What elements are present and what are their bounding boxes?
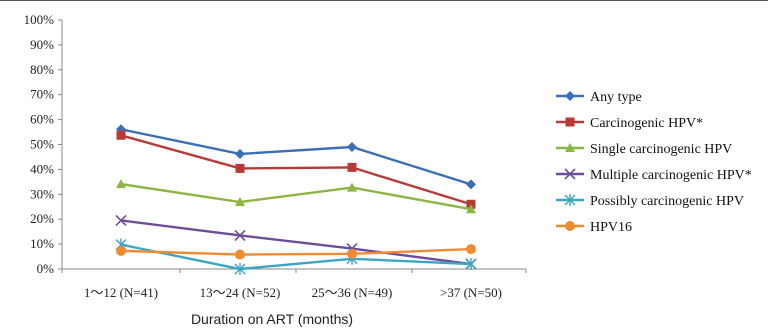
y-tick-label: 10% bbox=[30, 236, 54, 251]
y-tick-label: 100% bbox=[24, 12, 55, 27]
legend-item-hpv16: HPV16 bbox=[556, 220, 632, 235]
data-point-single-carcinogenic-hpv bbox=[116, 179, 126, 189]
series-line-carcinogenic-hpv bbox=[120, 134, 472, 206]
legend: Any type Carcinogenic HPV* Single carcinog… bbox=[556, 90, 752, 235]
legend-marker bbox=[564, 168, 576, 180]
legend-label: Multiple carcinogenic HPV* bbox=[590, 168, 752, 183]
data-point-single-carcinogenic-hpv bbox=[235, 197, 245, 207]
data-point-possibly-carcinogenic-hpv bbox=[465, 258, 477, 271]
x-tick-label: 13～24 (N=52) bbox=[200, 285, 281, 300]
data-point-carcinogenic-hpv bbox=[347, 162, 357, 172]
legend-item-multiple-carcinogenic-hpv: Multiple carcinogenic HPV* bbox=[556, 168, 752, 183]
data-point-any-type bbox=[235, 148, 245, 159]
series-line-multiple-carcinogenic-hpv bbox=[120, 219, 472, 266]
y-tick-label: 20% bbox=[30, 211, 54, 226]
legend-marker bbox=[564, 194, 576, 206]
x-tick-label: 1～12 (N=41) bbox=[84, 285, 158, 300]
legend-label: HPV16 bbox=[590, 220, 632, 235]
y-tick-labels: 0% 10% 20% 30% 40% 50% 60% 70% 80% 90% 100% bbox=[24, 12, 55, 276]
legend-marker bbox=[565, 143, 575, 152]
data-point-hpv16 bbox=[235, 249, 245, 260]
legend-label: Single carcinogenic HPV bbox=[590, 142, 732, 157]
x-tick-labels: 1～12 (N=41) 13～24 (N=52) 25～36 (N=49) >37 (… bbox=[84, 285, 502, 300]
legend-label: Carcinogenic HPV* bbox=[590, 116, 703, 131]
y-tick-label: 60% bbox=[30, 112, 54, 127]
axes bbox=[58, 19, 527, 273]
data-point-hpv16 bbox=[116, 245, 126, 256]
data-point-hpv16 bbox=[466, 244, 476, 255]
series-line-any-type bbox=[120, 128, 472, 186]
y-tick-label: 80% bbox=[30, 62, 54, 77]
data-point-multiple-carcinogenic-hpv bbox=[234, 229, 246, 241]
data-point-single-carcinogenic-hpv bbox=[466, 204, 476, 214]
data-point-carcinogenic-hpv bbox=[235, 163, 245, 173]
legend-marker bbox=[565, 91, 575, 101]
y-tick-label: 90% bbox=[30, 37, 54, 52]
legend-label: Any type bbox=[590, 90, 642, 105]
data-point-possibly-carcinogenic-hpv bbox=[234, 263, 246, 275]
x-tick-label: >37 (N=50) bbox=[440, 285, 502, 300]
legend-marker bbox=[565, 117, 575, 127]
data-point-carcinogenic-hpv bbox=[116, 130, 126, 140]
x-axis-label: Duration on ART (months) bbox=[191, 311, 353, 327]
legend-item-any-type: Any type bbox=[556, 90, 642, 105]
y-tick-label: 70% bbox=[30, 87, 54, 102]
data-point-hpv16 bbox=[347, 248, 357, 259]
legend-label: Possibly carcinogenic HPV bbox=[590, 194, 744, 209]
series-line-hpv16 bbox=[120, 247, 472, 256]
y-tick-label: 50% bbox=[30, 137, 54, 152]
series-line-single-carcinogenic-hpv bbox=[120, 182, 472, 211]
legend-marker bbox=[565, 221, 575, 231]
legend-item-carcinogenic-hpv: Carcinogenic HPV* bbox=[556, 116, 703, 131]
data-point-single-carcinogenic-hpv bbox=[347, 182, 357, 192]
data-point-any-type bbox=[466, 179, 476, 190]
y-tick-label: 40% bbox=[30, 161, 54, 176]
y-tick-label: 0% bbox=[37, 261, 55, 276]
legend-item-single-carcinogenic-hpv: Single carcinogenic HPV bbox=[556, 142, 732, 157]
y-tick-label: 30% bbox=[30, 186, 54, 201]
x-tick-label: 25～36 (N=49) bbox=[312, 285, 393, 300]
series-line-possibly-carcinogenic-hpv bbox=[120, 243, 472, 271]
legend-item-possibly-carcinogenic-hpv: Possibly carcinogenic HPV bbox=[556, 194, 744, 209]
data-point-multiple-carcinogenic-hpv bbox=[115, 214, 127, 227]
data-point-any-type bbox=[347, 141, 357, 152]
series-group bbox=[115, 124, 477, 275]
